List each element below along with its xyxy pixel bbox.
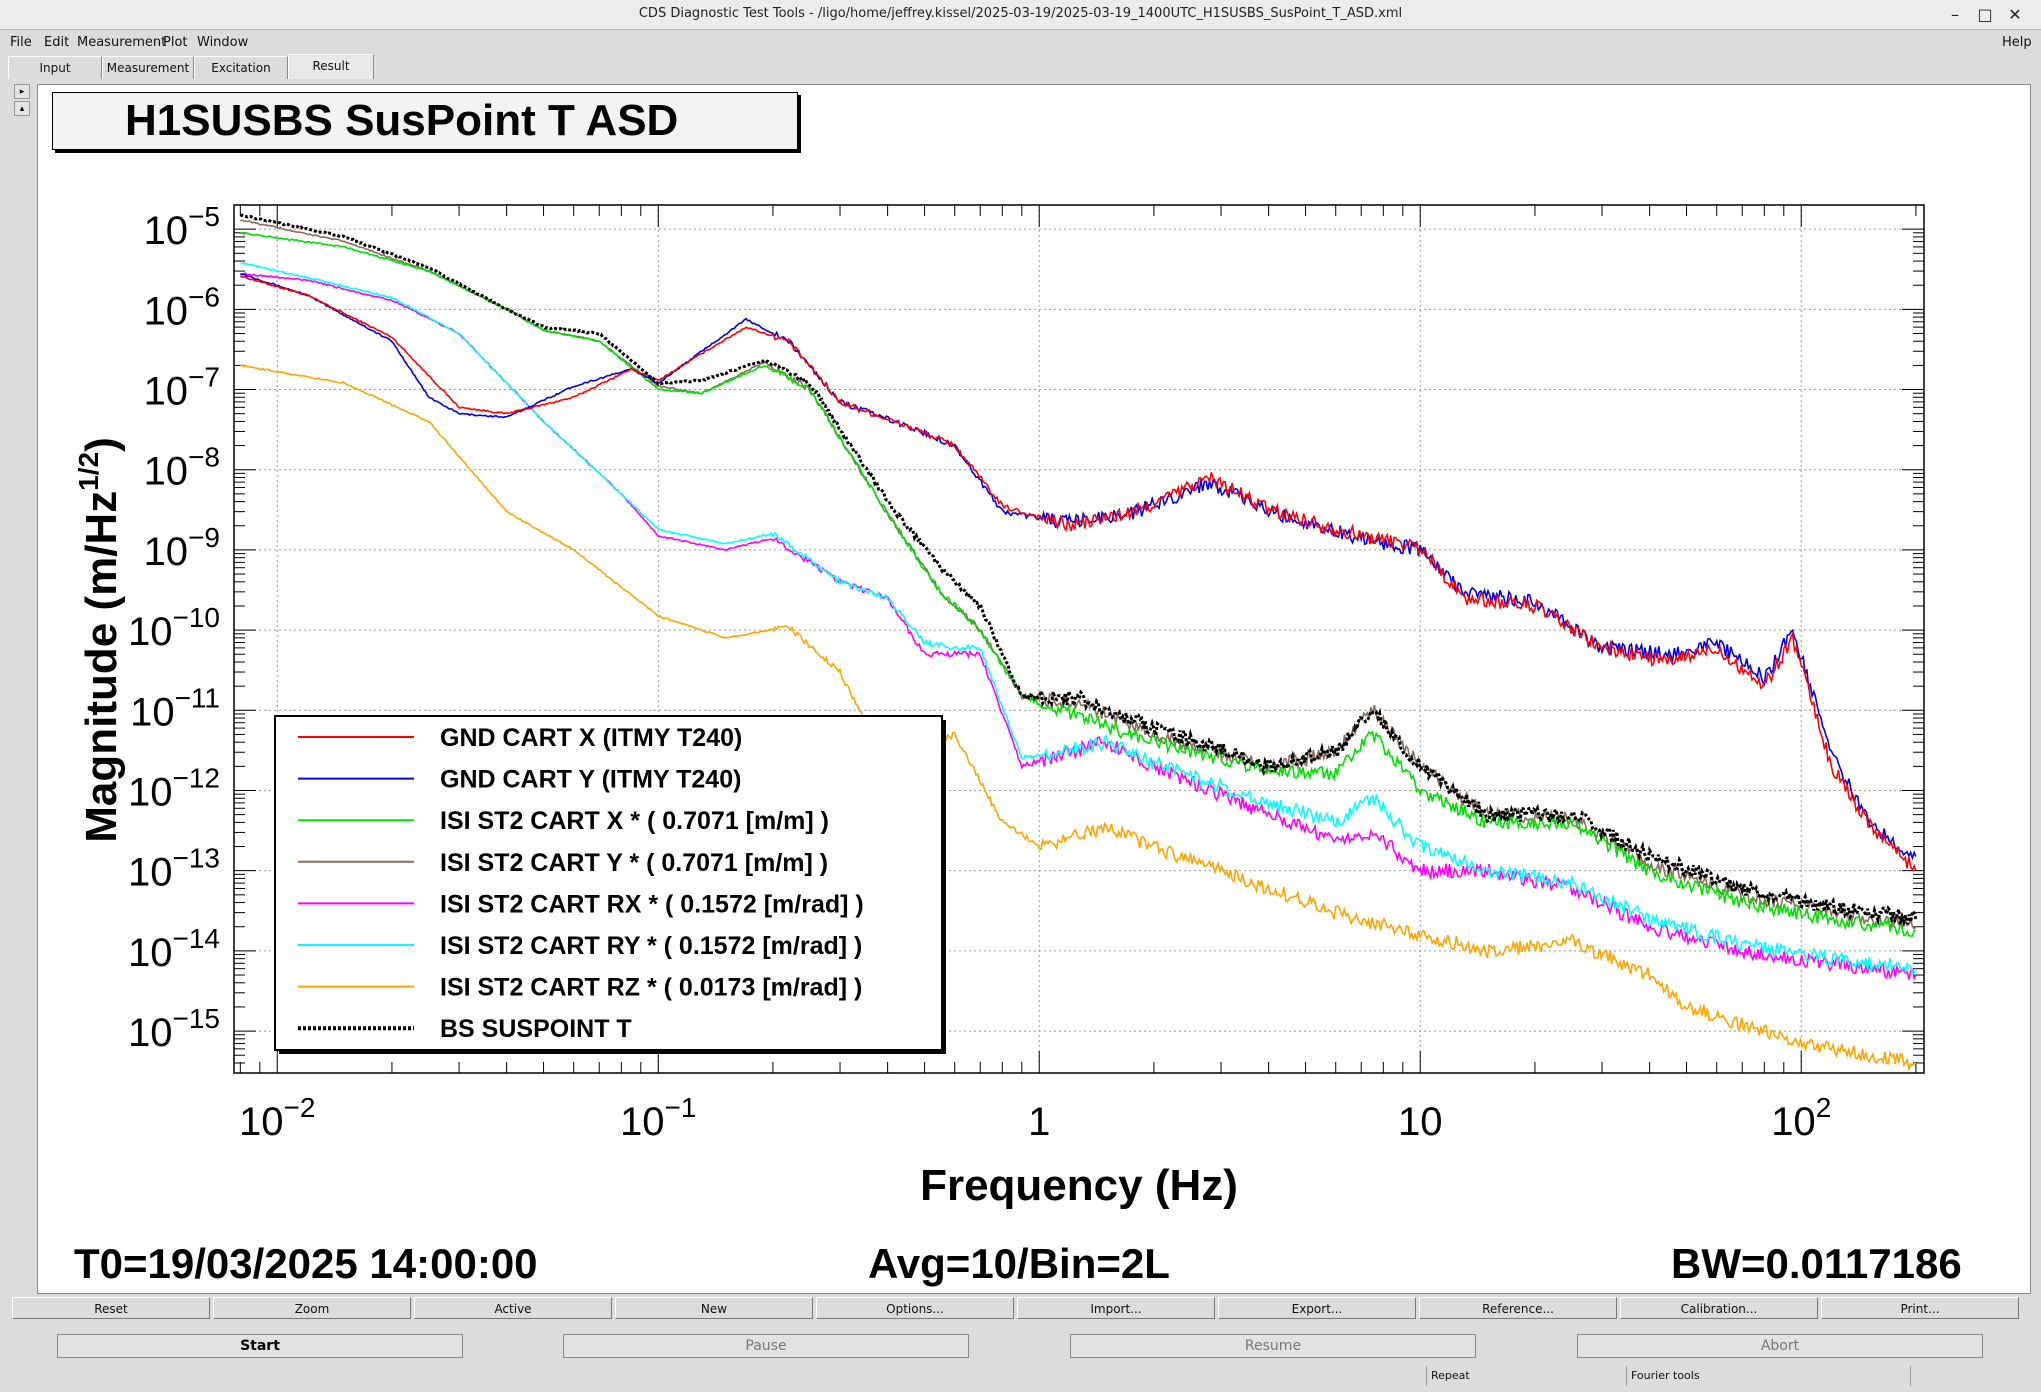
menu-plot[interactable]: Plot: [163, 35, 188, 50]
options-button[interactable]: Options...: [816, 1297, 1014, 1319]
avg-label: Avg=10/Bin=2L: [868, 1240, 1170, 1287]
arrow-right-icon[interactable]: ▸: [14, 84, 30, 99]
import-button[interactable]: Import...: [1017, 1297, 1215, 1319]
menu-file[interactable]: File: [10, 35, 32, 50]
menu-help[interactable]: Help: [2002, 35, 2032, 50]
tab-measurement[interactable]: Measurement: [102, 56, 194, 79]
status-repeat: Repeat: [1426, 1366, 1626, 1386]
plot-button-row: Reset Zoom Active New Options... Import.…: [12, 1297, 2030, 1321]
plot-title: H1SUSBS SusPoint T ASD: [52, 92, 798, 150]
tab-input[interactable]: Input: [8, 56, 102, 79]
window-title: CDS Diagnostic Test Tools - /ligo/home/j…: [638, 6, 1403, 21]
bw-label: BW=0.0117186: [1671, 1240, 1962, 1287]
minimize-icon[interactable]: –: [1951, 5, 1959, 24]
active-button[interactable]: Active: [414, 1297, 612, 1319]
plot-canvas[interactable]: [37, 84, 2031, 1294]
reset-button[interactable]: Reset: [12, 1297, 210, 1319]
resume-button[interactable]: Resume: [1070, 1334, 1476, 1358]
abort-button[interactable]: Abort: [1577, 1334, 1983, 1358]
window-titlebar: CDS Diagnostic Test Tools - /ligo/home/j…: [0, 0, 2041, 30]
tab-excitation[interactable]: Excitation: [194, 56, 288, 79]
print-button[interactable]: Print...: [1821, 1297, 2019, 1319]
zoom-button[interactable]: Zoom: [213, 1297, 411, 1319]
menu-measurement[interactable]: Measurement: [77, 35, 167, 50]
arrow-up-icon[interactable]: ▴: [14, 101, 30, 116]
control-row: Start Pause Resume Abort: [0, 1334, 2041, 1362]
pause-button[interactable]: Pause: [563, 1334, 969, 1358]
menu-bar: File Edit Measurement Plot Window Help: [0, 31, 2041, 53]
new-button[interactable]: New: [615, 1297, 813, 1319]
status-fourier-tools: Fourier tools: [1626, 1366, 1910, 1386]
t0-label: T0=19/03/2025 14:00:00: [74, 1240, 538, 1287]
tab-bar: Input Measurement Excitation Result: [8, 54, 374, 80]
maximize-icon[interactable]: □: [1977, 5, 1993, 24]
calibration-button[interactable]: Calibration...: [1620, 1297, 1818, 1319]
reference-button[interactable]: Reference...: [1419, 1297, 1617, 1319]
export-button[interactable]: Export...: [1218, 1297, 1416, 1319]
pad-selector: ▸ ▴: [14, 84, 30, 118]
menu-edit[interactable]: Edit: [44, 35, 70, 50]
status-empty: [1910, 1366, 2041, 1386]
close-icon[interactable]: ✕: [2008, 5, 2022, 24]
menu-window[interactable]: Window: [197, 35, 249, 50]
start-button[interactable]: Start: [57, 1334, 463, 1358]
tab-result[interactable]: Result: [288, 54, 374, 79]
